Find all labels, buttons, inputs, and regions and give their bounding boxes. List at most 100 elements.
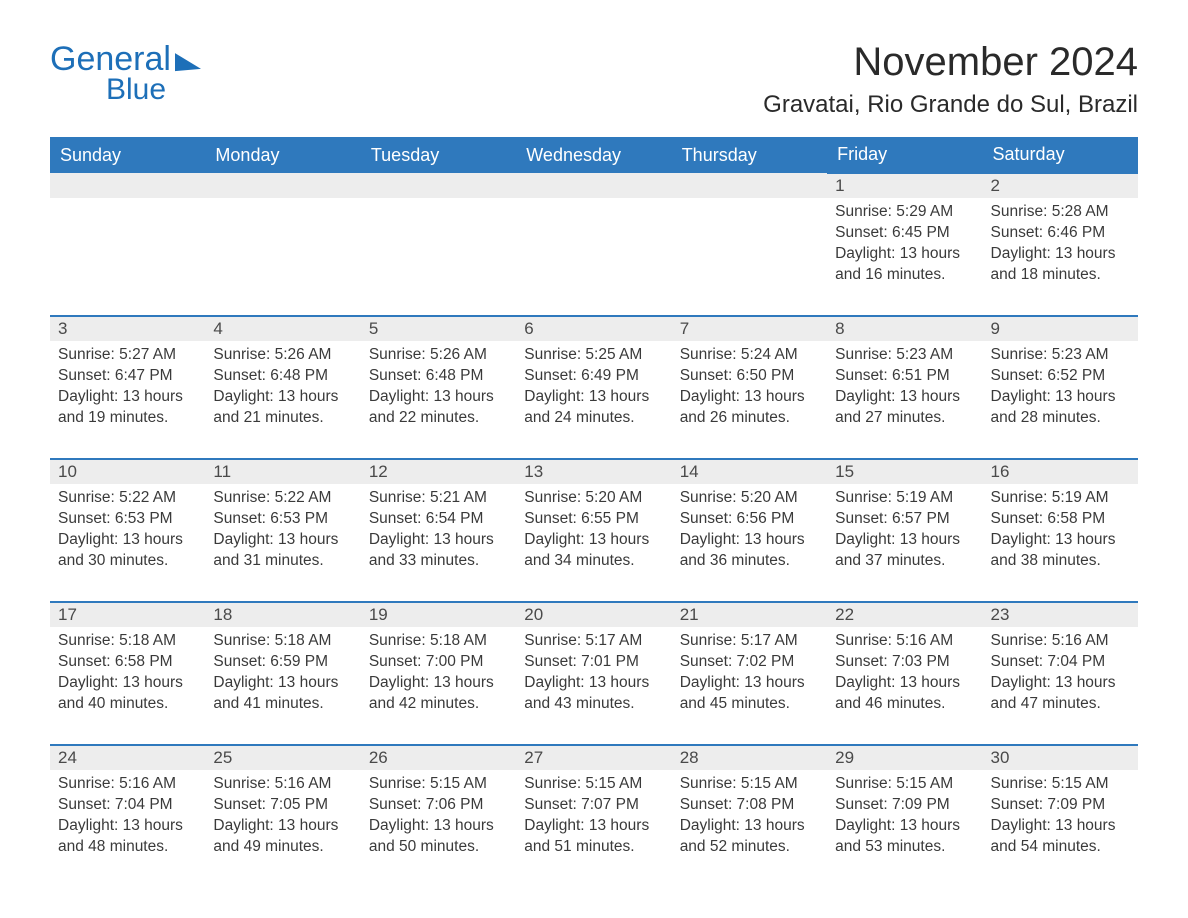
day-detail-row: Sunrise: 5:29 AMSunset: 6:45 PMDaylight:… (50, 198, 1138, 316)
sunrise-text: Sunrise: 5:26 AM (213, 345, 352, 366)
day-detail-cell: Sunrise: 5:16 AMSunset: 7:03 PMDaylight:… (827, 627, 982, 745)
day-number-cell: 10 (50, 459, 205, 484)
daylight-text: Daylight: 13 hours and 46 minutes. (835, 673, 974, 715)
day-number-cell: 30 (983, 745, 1138, 770)
day-detail-row: Sunrise: 5:22 AMSunset: 6:53 PMDaylight:… (50, 484, 1138, 602)
daylight-text: Daylight: 13 hours and 24 minutes. (524, 387, 663, 429)
day-number-cell: 6 (516, 316, 671, 341)
day-number-cell (205, 173, 360, 198)
sunset-text: Sunset: 7:06 PM (369, 795, 508, 816)
daylight-text: Daylight: 13 hours and 47 minutes. (991, 673, 1130, 715)
weekday-header: Wednesday (516, 137, 671, 173)
day-detail-cell: Sunrise: 5:22 AMSunset: 6:53 PMDaylight:… (205, 484, 360, 602)
sunset-text: Sunset: 6:59 PM (213, 652, 352, 673)
day-detail-cell: Sunrise: 5:27 AMSunset: 6:47 PMDaylight:… (50, 341, 205, 459)
daylight-text: Daylight: 13 hours and 48 minutes. (58, 816, 197, 858)
day-detail-cell: Sunrise: 5:23 AMSunset: 6:51 PMDaylight:… (827, 341, 982, 459)
day-detail-cell: Sunrise: 5:18 AMSunset: 6:59 PMDaylight:… (205, 627, 360, 745)
daylight-text: Daylight: 13 hours and 50 minutes. (369, 816, 508, 858)
sunset-text: Sunset: 6:49 PM (524, 366, 663, 387)
daylight-text: Daylight: 13 hours and 52 minutes. (680, 816, 819, 858)
day-number-cell: 19 (361, 602, 516, 627)
day-number-cell: 3 (50, 316, 205, 341)
day-detail-cell: Sunrise: 5:26 AMSunset: 6:48 PMDaylight:… (361, 341, 516, 459)
daylight-text: Daylight: 13 hours and 34 minutes. (524, 530, 663, 572)
sunrise-text: Sunrise: 5:16 AM (835, 631, 974, 652)
sunset-text: Sunset: 7:00 PM (369, 652, 508, 673)
day-detail-cell: Sunrise: 5:22 AMSunset: 6:53 PMDaylight:… (50, 484, 205, 602)
sunrise-text: Sunrise: 5:15 AM (835, 774, 974, 795)
day-detail-cell: Sunrise: 5:18 AMSunset: 6:58 PMDaylight:… (50, 627, 205, 745)
sunset-text: Sunset: 6:47 PM (58, 366, 197, 387)
day-number-cell: 4 (205, 316, 360, 341)
weekday-header-row: Sunday Monday Tuesday Wednesday Thursday… (50, 137, 1138, 173)
sunrise-text: Sunrise: 5:21 AM (369, 488, 508, 509)
day-detail-cell: Sunrise: 5:25 AMSunset: 6:49 PMDaylight:… (516, 341, 671, 459)
day-detail-cell: Sunrise: 5:18 AMSunset: 7:00 PMDaylight:… (361, 627, 516, 745)
sunrise-text: Sunrise: 5:17 AM (524, 631, 663, 652)
day-number-cell: 21 (672, 602, 827, 627)
sunset-text: Sunset: 6:46 PM (991, 223, 1130, 244)
weekday-header: Saturday (983, 137, 1138, 173)
day-number-cell (361, 173, 516, 198)
sunset-text: Sunset: 7:05 PM (213, 795, 352, 816)
day-detail-cell: Sunrise: 5:23 AMSunset: 6:52 PMDaylight:… (983, 341, 1138, 459)
sunrise-text: Sunrise: 5:29 AM (835, 202, 974, 223)
daylight-text: Daylight: 13 hours and 53 minutes. (835, 816, 974, 858)
sunrise-text: Sunrise: 5:19 AM (835, 488, 974, 509)
sunset-text: Sunset: 6:45 PM (835, 223, 974, 244)
sunrise-text: Sunrise: 5:22 AM (58, 488, 197, 509)
sunset-text: Sunset: 6:51 PM (835, 366, 974, 387)
day-detail-cell: Sunrise: 5:16 AMSunset: 7:05 PMDaylight:… (205, 770, 360, 868)
sunrise-text: Sunrise: 5:20 AM (524, 488, 663, 509)
sunset-text: Sunset: 6:53 PM (58, 509, 197, 530)
sunset-text: Sunset: 7:02 PM (680, 652, 819, 673)
day-number-cell: 5 (361, 316, 516, 341)
sunset-text: Sunset: 7:03 PM (835, 652, 974, 673)
sunrise-text: Sunrise: 5:16 AM (58, 774, 197, 795)
day-detail-cell: Sunrise: 5:19 AMSunset: 6:58 PMDaylight:… (983, 484, 1138, 602)
day-detail-cell: Sunrise: 5:24 AMSunset: 6:50 PMDaylight:… (672, 341, 827, 459)
daylight-text: Daylight: 13 hours and 49 minutes. (213, 816, 352, 858)
day-number-cell: 7 (672, 316, 827, 341)
weekday-header: Friday (827, 137, 982, 173)
daylight-text: Daylight: 13 hours and 31 minutes. (213, 530, 352, 572)
logo-wedge-icon (175, 51, 201, 71)
weekday-header: Monday (205, 137, 360, 173)
day-detail-cell (50, 198, 205, 316)
sunrise-text: Sunrise: 5:22 AM (213, 488, 352, 509)
sunrise-text: Sunrise: 5:20 AM (680, 488, 819, 509)
sunrise-text: Sunrise: 5:27 AM (58, 345, 197, 366)
sunrise-text: Sunrise: 5:28 AM (991, 202, 1130, 223)
sunrise-text: Sunrise: 5:15 AM (369, 774, 508, 795)
day-number-cell (50, 173, 205, 198)
day-number-cell: 25 (205, 745, 360, 770)
sunset-text: Sunset: 7:01 PM (524, 652, 663, 673)
day-number-cell: 16 (983, 459, 1138, 484)
day-detail-cell: Sunrise: 5:15 AMSunset: 7:09 PMDaylight:… (983, 770, 1138, 868)
day-detail-cell: Sunrise: 5:15 AMSunset: 7:07 PMDaylight:… (516, 770, 671, 868)
sunset-text: Sunset: 6:48 PM (213, 366, 352, 387)
daylight-text: Daylight: 13 hours and 26 minutes. (680, 387, 819, 429)
sunset-text: Sunset: 7:07 PM (524, 795, 663, 816)
weekday-header: Tuesday (361, 137, 516, 173)
day-detail-cell: Sunrise: 5:16 AMSunset: 7:04 PMDaylight:… (50, 770, 205, 868)
day-number-cell: 20 (516, 602, 671, 627)
day-detail-cell (361, 198, 516, 316)
title-block: November 2024 Gravatai, Rio Grande do Su… (763, 40, 1138, 129)
day-number-cell: 23 (983, 602, 1138, 627)
day-detail-row: Sunrise: 5:18 AMSunset: 6:58 PMDaylight:… (50, 627, 1138, 745)
daylight-text: Daylight: 13 hours and 51 minutes. (524, 816, 663, 858)
daylight-text: Daylight: 13 hours and 37 minutes. (835, 530, 974, 572)
sunrise-text: Sunrise: 5:16 AM (213, 774, 352, 795)
sunset-text: Sunset: 6:54 PM (369, 509, 508, 530)
day-detail-cell: Sunrise: 5:16 AMSunset: 7:04 PMDaylight:… (983, 627, 1138, 745)
day-number-cell: 26 (361, 745, 516, 770)
day-detail-cell: Sunrise: 5:21 AMSunset: 6:54 PMDaylight:… (361, 484, 516, 602)
sunset-text: Sunset: 6:57 PM (835, 509, 974, 530)
daylight-text: Daylight: 13 hours and 27 minutes. (835, 387, 974, 429)
sunset-text: Sunset: 7:04 PM (58, 795, 197, 816)
sunrise-text: Sunrise: 5:15 AM (524, 774, 663, 795)
day-detail-cell: Sunrise: 5:28 AMSunset: 6:46 PMDaylight:… (983, 198, 1138, 316)
day-number-cell: 14 (672, 459, 827, 484)
